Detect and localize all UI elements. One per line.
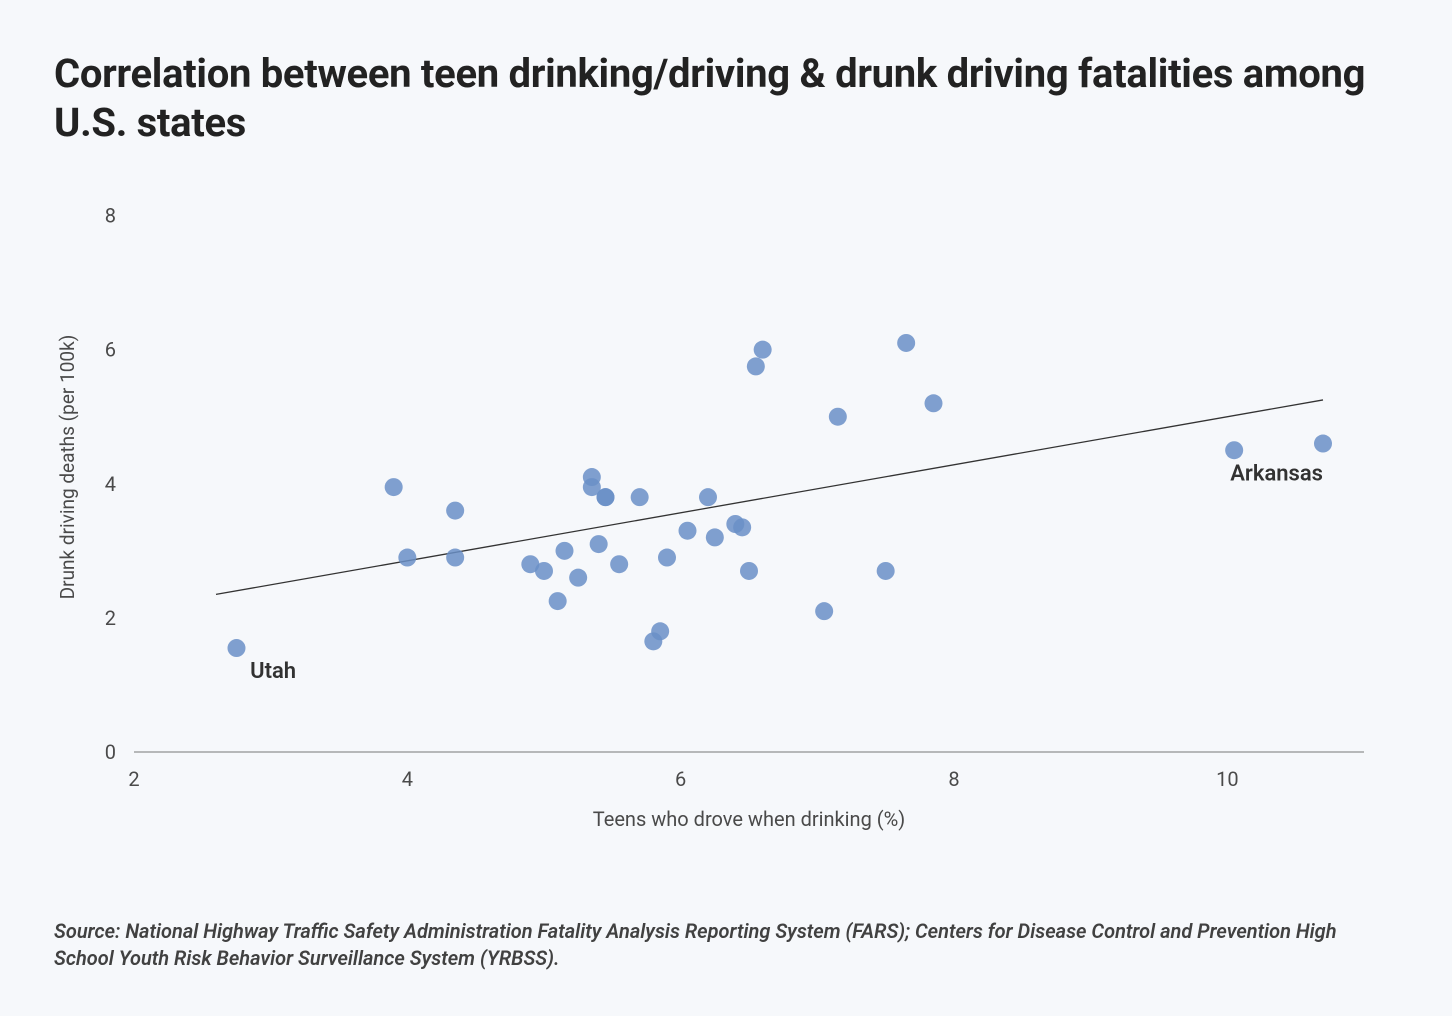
x-tick-label: 2 bbox=[128, 767, 139, 791]
x-tick-label: 10 bbox=[1216, 767, 1238, 791]
data-point bbox=[590, 535, 608, 553]
y-tick-label: 4 bbox=[105, 471, 116, 495]
data-point bbox=[398, 548, 416, 566]
x-axis-label: Teens who drove when drinking (%) bbox=[593, 807, 905, 831]
trend-line bbox=[216, 400, 1323, 594]
source-text: Source: National Highway Traffic Safety … bbox=[54, 918, 1398, 972]
data-point bbox=[597, 488, 615, 506]
data-point bbox=[535, 562, 553, 580]
data-point bbox=[385, 478, 403, 496]
data-point bbox=[651, 622, 669, 640]
data-point bbox=[747, 357, 765, 375]
x-tick-label: 4 bbox=[402, 767, 413, 791]
data-point bbox=[610, 555, 628, 573]
scatter-chart: 2 4 6 8 10 Teens who drove when drinking (%) 0… bbox=[54, 182, 1374, 882]
data-point bbox=[446, 548, 464, 566]
data-point bbox=[658, 548, 676, 566]
data-point bbox=[679, 521, 697, 539]
y-tick-label: 8 bbox=[105, 203, 116, 227]
y-tick-label: 6 bbox=[105, 337, 116, 361]
data-point bbox=[1314, 434, 1332, 452]
data-point bbox=[754, 340, 772, 358]
x-tick-label: 8 bbox=[948, 767, 959, 791]
y-tick-label: 2 bbox=[105, 605, 116, 629]
data-point bbox=[877, 562, 895, 580]
data-point bbox=[829, 407, 847, 425]
annotation-label: Arkansas bbox=[1230, 461, 1323, 486]
annotation-label: Utah bbox=[250, 659, 296, 684]
data-point bbox=[733, 518, 751, 536]
data-point bbox=[1225, 441, 1243, 459]
data-point bbox=[446, 501, 464, 519]
data-point bbox=[699, 488, 717, 506]
x-tick-label: 6 bbox=[675, 767, 686, 791]
data-point bbox=[925, 394, 943, 412]
data-point bbox=[631, 488, 649, 506]
data-point bbox=[549, 592, 567, 610]
data-point bbox=[228, 639, 246, 657]
chart-title: Correlation between teen drinking/drivin… bbox=[54, 50, 1398, 148]
data-point bbox=[815, 602, 833, 620]
data-point bbox=[740, 562, 758, 580]
data-point bbox=[706, 528, 724, 546]
y-axis-label: Drunk driving deaths (per 100k) bbox=[56, 334, 79, 599]
data-point bbox=[569, 568, 587, 586]
data-point bbox=[897, 334, 915, 352]
data-point bbox=[556, 541, 574, 559]
y-tick-label: 0 bbox=[105, 740, 116, 764]
